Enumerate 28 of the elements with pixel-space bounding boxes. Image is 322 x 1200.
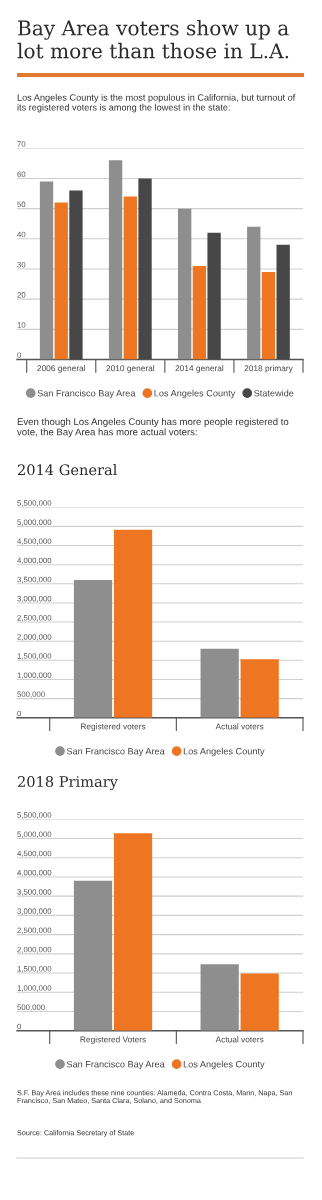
text: Even though Los Angeles County has more people registered to vote, the Bay Area has more actual voters:: [17, 418, 289, 438]
legend-label: Los Angeles County: [154, 389, 236, 399]
x-tick-label: 2010 general: [106, 365, 155, 373]
chart-title: 2018 Primary: [17, 776, 118, 791]
x-tick-label: Actual voters: [215, 1036, 264, 1043]
bar: [200, 648, 239, 718]
x-tick-label: Registered Voters: [80, 1036, 146, 1045]
bar: [73, 880, 113, 1031]
legend-label: San Francisco Bay Area: [37, 389, 136, 399]
legend-label: Statewide: [254, 389, 294, 397]
bar: [113, 833, 153, 1031]
bar: [113, 529, 153, 718]
x-tick-label: 2018 primary: [244, 365, 293, 373]
x-tick-label: 2014 general: [175, 365, 224, 373]
x-tick-label: 2006 general: [37, 365, 86, 373]
bar: [240, 659, 279, 718]
chart-title: Bay Area voters show up a lot more than those in L.A.: [17, 20, 289, 59]
x-tick-label: Actual voters: [215, 723, 264, 730]
x-tick-label: Registered voters: [81, 723, 146, 732]
bar: [73, 579, 113, 718]
legend-label: San Francisco Bay Area: [66, 747, 165, 757]
legend-label: San Francisco Bay Area: [66, 1060, 165, 1070]
chart-subtitle: Los Angeles County is the most populous in California, but turnout of its registered voters is among the lowest in the state:: [17, 94, 296, 113]
bar: [200, 964, 239, 1031]
legend-label: Los Angeles County: [183, 1060, 265, 1070]
bar: [240, 973, 279, 1031]
legend-label: Los Angeles County: [183, 747, 265, 757]
chart-title: 2014 General: [17, 464, 117, 476]
